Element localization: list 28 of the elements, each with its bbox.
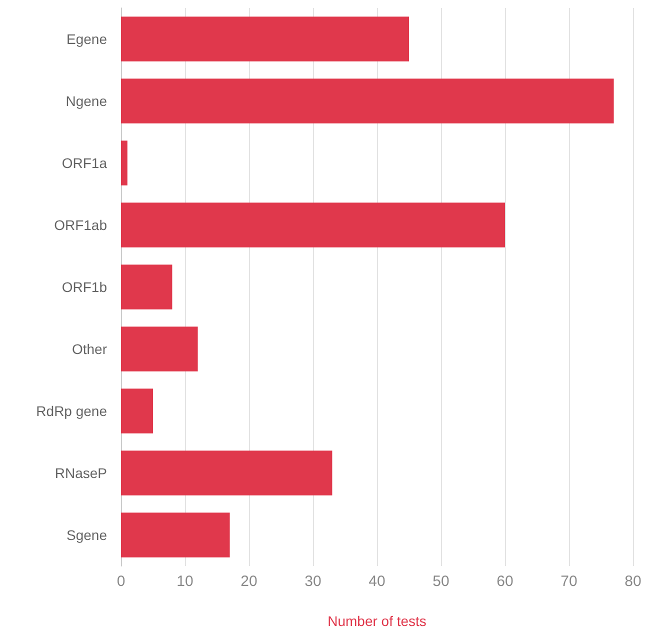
bar — [121, 140, 128, 186]
bar — [121, 78, 614, 124]
y-tick-label: ORF1ab — [54, 217, 108, 233]
bar — [121, 512, 230, 558]
x-tick-label: 0 — [116, 573, 126, 590]
bar — [121, 16, 409, 62]
bar — [121, 450, 332, 496]
bar — [121, 326, 198, 372]
x-tick-label: 30 — [304, 573, 322, 590]
x-tick-label: 10 — [176, 573, 194, 590]
y-tick-label: Egene — [66, 31, 108, 47]
bar — [121, 202, 505, 248]
x-tick-label: 20 — [240, 573, 258, 590]
y-tick-label: RdRp gene — [36, 403, 108, 419]
x-tick-label: 40 — [368, 573, 386, 590]
bar — [121, 264, 172, 310]
y-tick-label: ORF1a — [62, 155, 108, 171]
y-tick-label: Other — [72, 341, 108, 357]
y-tick-label: Ngene — [66, 93, 108, 109]
x-tick-label: 50 — [432, 573, 450, 590]
x-tick-label: 60 — [496, 573, 514, 590]
x-tick-label: 80 — [624, 573, 642, 590]
y-tick-label: RNaseP — [54, 465, 107, 481]
x-tick-label: 70 — [560, 573, 578, 590]
x-axis-title: Number of tests — [328, 613, 426, 629]
bar — [121, 388, 153, 434]
y-tick-label: Sgene — [66, 527, 108, 543]
y-tick-label: ORF1b — [62, 279, 108, 295]
